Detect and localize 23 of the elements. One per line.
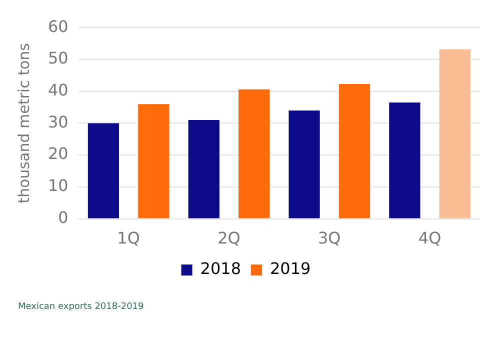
y-tick-label: 30 — [48, 112, 68, 132]
legend-label: 2018 — [200, 259, 241, 278]
x-tick-label: 1Q — [117, 228, 140, 248]
text: Mexican exports 2018-2019 — [17, 301, 145, 312]
x-tick-label: 3Q — [318, 228, 341, 248]
x-tick-label: 4Q — [418, 228, 442, 248]
bar — [88, 123, 120, 218]
y-axis-title: thousand metric tons — [14, 42, 33, 204]
y-tick-label: 20 — [48, 144, 68, 164]
bar — [338, 84, 370, 218]
y-tick-label: 60 — [48, 16, 68, 36]
bar — [138, 104, 170, 218]
y-tick-label: 40 — [48, 80, 68, 100]
y-tick-label: 10 — [48, 176, 68, 196]
bar — [389, 102, 420, 218]
bar — [288, 110, 320, 218]
y-tick-label: 0 — [58, 208, 68, 227]
bar — [439, 49, 470, 218]
bar — [238, 89, 270, 218]
legend-label: 2019 — [270, 259, 311, 278]
x-tick-label: 2Q — [218, 228, 240, 248]
y-tick-label: 50 — [48, 48, 68, 68]
bar — [188, 120, 220, 218]
